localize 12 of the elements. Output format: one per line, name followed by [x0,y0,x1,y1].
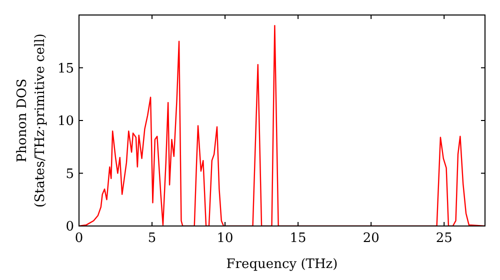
y-axis-title: Phonon DOS (States/THz·primitive cell) [15,33,48,208]
y-tick-label: 10 [57,114,74,129]
x-tick-label: 25 [436,231,452,246]
x-tick-label: 20 [362,231,380,246]
y-tick-label: 0 [66,220,74,234]
x-axis-title: Frequency (THz) [226,257,338,272]
x-tick-label: 5 [148,231,156,246]
x-tick-label: 10 [216,231,234,246]
y-tick-label: 15 [57,61,74,76]
x-tick-label: 15 [290,231,306,246]
y-tick-label: 5 [66,166,74,182]
line-series [79,24,485,226]
